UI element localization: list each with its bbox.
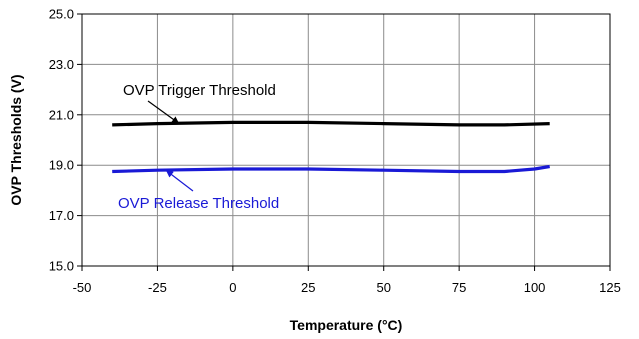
y-tick-label: 15.0 <box>49 259 74 274</box>
grid <box>82 14 610 266</box>
y-axis-ticks: 15.0 17.0 19.0 21.0 23.0 25.0 <box>49 7 82 274</box>
x-tick-label: 75 <box>452 280 466 295</box>
x-axis-ticks: -50 -25 0 25 50 75 100 125 <box>73 266 621 295</box>
x-tick-label: -25 <box>148 280 167 295</box>
x-tick-label: 0 <box>229 280 236 295</box>
trigger-annotation-arrow <box>147 100 180 124</box>
trigger-threshold-line <box>112 120 550 127</box>
y-tick-label: 19.0 <box>49 158 74 173</box>
release-annotation-label: OVP Release Threshold <box>118 195 279 212</box>
x-tick-label: -50 <box>73 280 92 295</box>
x-tick-label: 50 <box>376 280 390 295</box>
annotations: OVP Trigger Threshold OVP Release Thresho… <box>118 82 279 212</box>
x-tick-label: 25 <box>301 280 315 295</box>
x-tick-label: 100 <box>524 280 546 295</box>
plot-area <box>81 13 611 267</box>
y-tick-label: 23.0 <box>49 57 74 72</box>
y-axis-title: OVP Thresholds (V) <box>8 74 24 205</box>
trigger-annotation-label: OVP Trigger Threshold <box>123 82 276 99</box>
x-tick-label: 125 <box>599 280 621 295</box>
y-tick-label: 25.0 <box>49 7 74 22</box>
series-lines <box>112 120 550 174</box>
x-axis-title: Temperature (°C) <box>290 317 403 333</box>
release-threshold-line <box>112 164 550 174</box>
release-annotation-arrow <box>165 170 194 192</box>
y-tick-label: 21.0 <box>49 107 74 122</box>
y-tick-label: 17.0 <box>49 208 74 223</box>
